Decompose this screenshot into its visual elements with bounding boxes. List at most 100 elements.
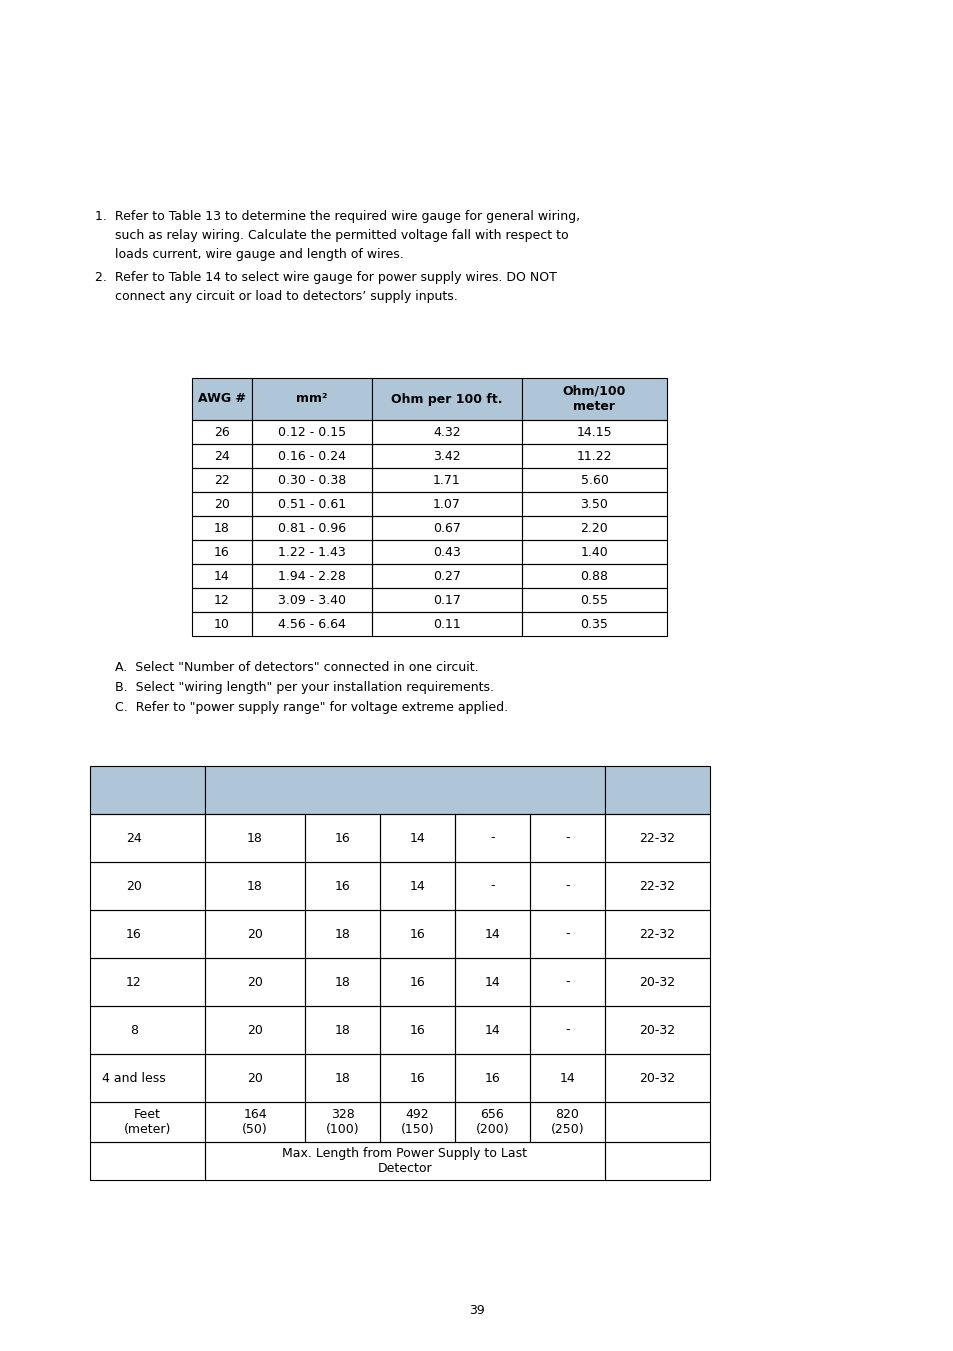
Bar: [90, 862, 205, 911]
Text: -: -: [490, 831, 495, 844]
Bar: [379, 1006, 455, 1054]
Bar: [372, 420, 521, 444]
Text: 820
(250): 820 (250): [550, 1108, 583, 1136]
Bar: [521, 420, 666, 444]
Text: 0.16 - 0.24: 0.16 - 0.24: [277, 450, 346, 462]
Bar: [530, 862, 604, 911]
Text: 39: 39: [469, 1304, 484, 1316]
Text: Feet
(meter): Feet (meter): [124, 1108, 171, 1136]
Text: 1.  Refer to Table 13 to determine the required wire gauge for general wiring,: 1. Refer to Table 13 to determine the re…: [95, 209, 579, 223]
Text: 18: 18: [247, 880, 263, 893]
Text: -: -: [565, 975, 569, 989]
Bar: [205, 958, 305, 1006]
Text: 16: 16: [126, 928, 141, 940]
Text: A.  Select "Number of detectors" connected in one circuit.: A. Select "Number of detectors" connecte…: [115, 661, 478, 674]
Text: 5.60: 5.60: [580, 473, 608, 486]
Text: 3.09 - 3.40: 3.09 - 3.40: [277, 593, 346, 607]
Text: 0.11: 0.11: [433, 617, 460, 631]
Bar: [530, 1006, 604, 1054]
Bar: [455, 1054, 530, 1102]
Text: 0.51 - 0.61: 0.51 - 0.61: [277, 497, 346, 511]
Text: 1.07: 1.07: [433, 497, 460, 511]
Text: 0.55: 0.55: [579, 593, 608, 607]
Bar: [192, 378, 252, 420]
Text: 22-32: 22-32: [639, 831, 675, 844]
Bar: [192, 492, 252, 516]
Text: 0.43: 0.43: [433, 546, 460, 558]
Text: -: -: [565, 880, 569, 893]
Bar: [305, 1054, 379, 1102]
Bar: [604, 1102, 709, 1142]
Bar: [305, 815, 379, 862]
Text: 10: 10: [213, 617, 230, 631]
Text: -: -: [565, 928, 569, 940]
Bar: [192, 516, 252, 540]
Bar: [521, 612, 666, 636]
Text: 328
(100): 328 (100): [325, 1108, 359, 1136]
Bar: [192, 588, 252, 612]
Bar: [604, 1142, 709, 1179]
Text: 14: 14: [484, 928, 500, 940]
Bar: [604, 958, 709, 1006]
Text: 16: 16: [213, 546, 230, 558]
Bar: [192, 540, 252, 563]
Bar: [372, 378, 521, 420]
Text: 18: 18: [335, 1024, 350, 1036]
Bar: [205, 911, 305, 958]
Bar: [192, 444, 252, 467]
Bar: [604, 766, 709, 815]
Text: 0.17: 0.17: [433, 593, 460, 607]
Text: 0.12 - 0.15: 0.12 - 0.15: [277, 426, 346, 439]
Text: -: -: [490, 880, 495, 893]
Bar: [90, 1006, 205, 1054]
Bar: [90, 958, 205, 1006]
Bar: [252, 540, 372, 563]
Text: 16: 16: [484, 1071, 500, 1085]
Text: -: -: [565, 831, 569, 844]
Bar: [379, 862, 455, 911]
Bar: [205, 1142, 604, 1179]
Bar: [90, 766, 205, 815]
Bar: [305, 911, 379, 958]
Bar: [252, 420, 372, 444]
Text: 0.35: 0.35: [580, 617, 608, 631]
Bar: [372, 467, 521, 492]
Bar: [305, 958, 379, 1006]
Text: 0.27: 0.27: [433, 570, 460, 582]
Bar: [379, 1102, 455, 1142]
Bar: [372, 492, 521, 516]
Text: 14: 14: [484, 1024, 500, 1036]
Text: 11.22: 11.22: [577, 450, 612, 462]
Bar: [372, 516, 521, 540]
Text: 3.50: 3.50: [580, 497, 608, 511]
Text: 656
(200): 656 (200): [476, 1108, 509, 1136]
Bar: [372, 588, 521, 612]
Text: 24: 24: [213, 450, 230, 462]
Bar: [379, 1054, 455, 1102]
Bar: [90, 1142, 205, 1179]
Bar: [604, 911, 709, 958]
Bar: [530, 815, 604, 862]
Bar: [604, 815, 709, 862]
Text: AWG #: AWG #: [198, 393, 246, 405]
Bar: [90, 911, 205, 958]
Bar: [455, 1006, 530, 1054]
Bar: [530, 958, 604, 1006]
Bar: [379, 815, 455, 862]
Text: 14: 14: [213, 570, 230, 582]
Text: loads current, wire gauge and length of wires.: loads current, wire gauge and length of …: [95, 249, 403, 261]
Text: 22-32: 22-32: [639, 880, 675, 893]
Bar: [252, 563, 372, 588]
Text: 4.56 - 6.64: 4.56 - 6.64: [277, 617, 346, 631]
Text: 1.94 - 2.28: 1.94 - 2.28: [277, 570, 346, 582]
Bar: [379, 911, 455, 958]
Text: 18: 18: [335, 975, 350, 989]
Text: 0.30 - 0.38: 0.30 - 0.38: [277, 473, 346, 486]
Text: 8: 8: [130, 1024, 137, 1036]
Text: 20: 20: [126, 880, 141, 893]
Bar: [372, 444, 521, 467]
Text: 4.32: 4.32: [433, 426, 460, 439]
Text: 14: 14: [409, 831, 425, 844]
Bar: [252, 612, 372, 636]
Text: such as relay wiring. Calculate the permitted voltage fall with respect to: such as relay wiring. Calculate the perm…: [95, 230, 568, 242]
